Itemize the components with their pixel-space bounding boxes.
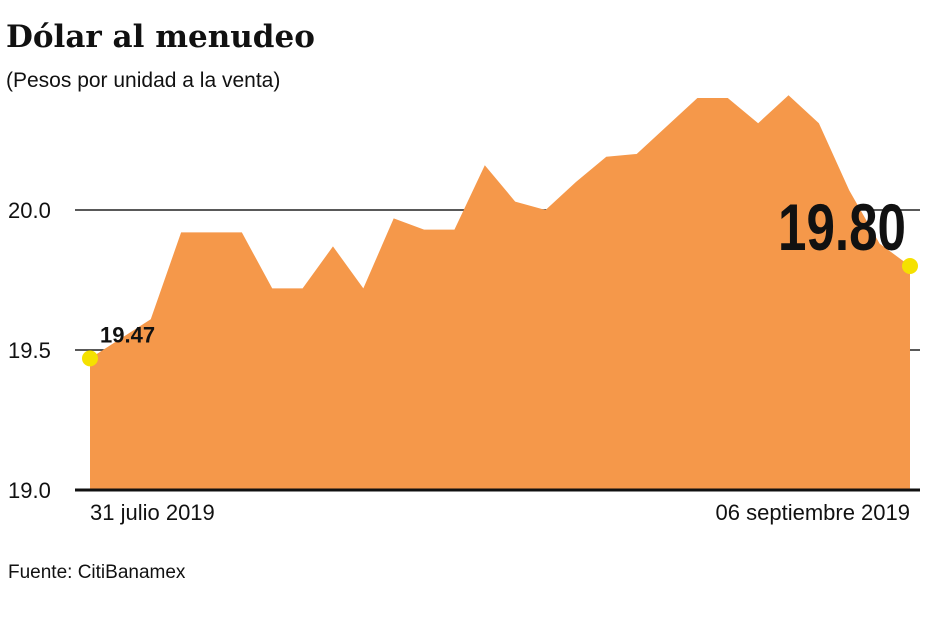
marker — [82, 350, 98, 367]
marker — [902, 258, 918, 274]
y-tick-label: 19.0 — [8, 478, 51, 503]
value-label: 19.47 — [100, 322, 155, 347]
x-tick-label: 31 julio 2019 — [90, 500, 215, 525]
value-label: 19.80 — [778, 190, 906, 264]
area — [90, 95, 910, 490]
source: Fuente: CitiBanamex — [8, 562, 186, 583]
y-tick-label: 20.0 — [8, 198, 51, 223]
chart-title: Dólar al menudeo — [6, 19, 315, 55]
x-tick-label: 06 septiembre 2019 — [716, 500, 910, 525]
y-tick-label: 19.5 — [8, 338, 51, 363]
chart-subtitle: (Pesos por unidad a la venta) — [6, 69, 280, 92]
